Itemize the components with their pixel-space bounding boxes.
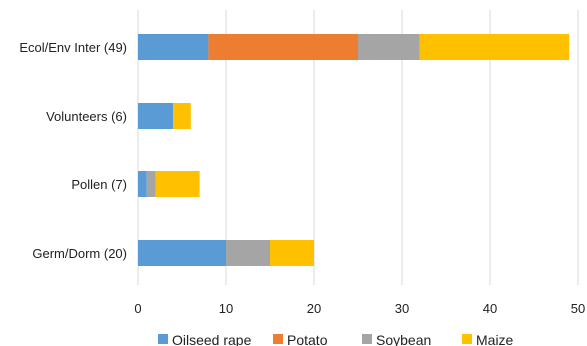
category-label: Germ/Dorm (20) [32,246,127,261]
legend-label: Oilseed rape [172,332,252,346]
legend-swatch [362,334,372,344]
x-axis-ticks: 0 10 20 30 40 50 [134,301,585,316]
bar-potato [208,34,358,60]
legend: Oilseed rape Potato Soybean Maize [158,332,514,346]
x-tick-label: 50 [571,301,585,316]
legend-label: Potato [287,332,328,346]
legend-swatch [462,334,472,344]
bar-oilseed-rape [138,171,147,197]
bar-soybean [358,34,420,60]
bar-maize [173,103,191,129]
category-label: Volunteers (6) [46,109,127,124]
bars [138,34,570,266]
bar-soybean [146,171,156,197]
bar-oilseed-rape [138,240,226,266]
category-labels: Ecol/Env Inter (49) Volunteers (6) Pollen … [19,40,127,261]
bar-maize [155,171,200,197]
legend-label: Maize [476,332,514,346]
legend-label: Soybean [376,332,431,346]
category-label: Pollen (7) [71,177,127,192]
x-tick-label: 0 [134,301,141,316]
x-tick-label: 20 [307,301,321,316]
bar-maize [270,240,314,266]
x-tick-label: 30 [395,301,409,316]
bar-oilseed-rape [138,34,209,60]
x-tick-label: 40 [483,301,497,316]
bar-maize [419,34,570,60]
category-label: Ecol/Env Inter (49) [19,40,127,55]
bar-soybean [226,240,270,266]
legend-swatch [158,334,168,344]
x-tick-label: 10 [219,301,233,316]
legend-swatch [273,334,283,344]
bar-oilseed-rape [138,103,174,129]
